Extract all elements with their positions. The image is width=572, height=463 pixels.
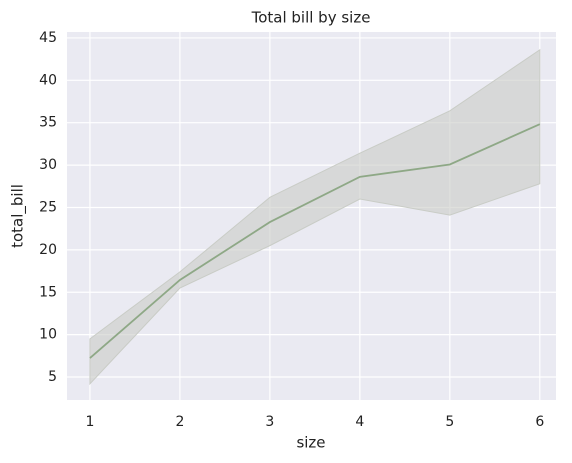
y-tick-label: 5 bbox=[48, 369, 57, 385]
y-tick-label: 35 bbox=[39, 115, 57, 131]
x-tick-label: 5 bbox=[445, 414, 454, 430]
y-tick-label: 30 bbox=[39, 157, 57, 173]
y-tick-label: 40 bbox=[39, 72, 57, 88]
x-tick-label: 2 bbox=[175, 414, 184, 430]
y-axis-label: total_bill bbox=[9, 184, 28, 248]
y-tick-label: 15 bbox=[39, 284, 57, 300]
confidence-band bbox=[89, 48, 541, 386]
y-tick-label: 25 bbox=[39, 199, 57, 215]
x-tick-label: 3 bbox=[265, 414, 274, 430]
x-axis-label: size bbox=[296, 434, 325, 452]
x-tick-label: 6 bbox=[535, 414, 544, 430]
line bbox=[89, 123, 541, 359]
x-tick-label: 1 bbox=[85, 414, 94, 430]
chart-title: Total bill by size bbox=[251, 9, 371, 27]
y-tick-label: 10 bbox=[39, 327, 57, 343]
y-tick-label: 20 bbox=[39, 242, 57, 258]
x-tick-label: 4 bbox=[355, 414, 364, 430]
y-tick-label: 45 bbox=[39, 30, 57, 46]
